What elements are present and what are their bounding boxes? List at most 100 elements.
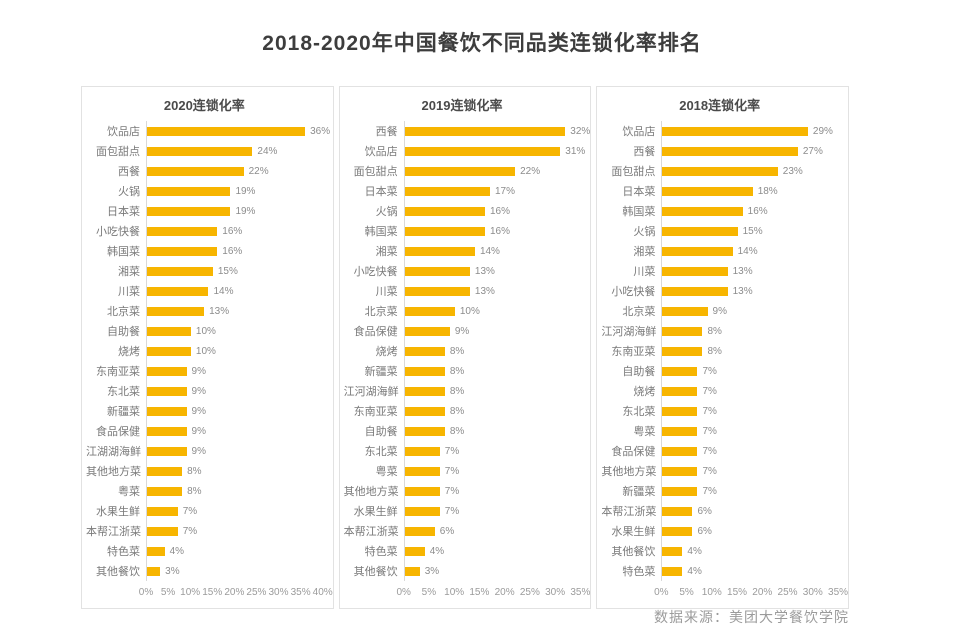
bar-track: 7% <box>146 521 323 541</box>
category-label: 特色菜 <box>622 566 656 578</box>
bar-row: 面包甜点 24% <box>86 141 323 161</box>
bar-track: 9% <box>146 361 323 381</box>
bar-track: 7% <box>403 481 581 501</box>
bar-track: 6% <box>403 521 581 541</box>
bar-track: 36% <box>146 121 330 141</box>
value-label: 8% <box>187 485 202 497</box>
bar <box>662 486 698 496</box>
bar-row: 日本菜 18% <box>601 181 838 201</box>
category-label: 湘菜 <box>118 266 140 278</box>
category-label: 烧烤 <box>118 346 140 358</box>
value-label: 10% <box>195 345 216 357</box>
bar-track: 14% <box>146 281 323 301</box>
bar-row: 东南亚菜 8% <box>601 341 838 361</box>
bar <box>662 326 703 336</box>
bar-row: 韩国菜 16% <box>601 201 838 221</box>
x-axis-tick: 15% <box>202 587 223 598</box>
bar-track: 19% <box>146 181 323 201</box>
x-axis-tick: 0% <box>654 587 669 598</box>
bar-track: 7% <box>661 481 838 501</box>
category-label: 水果生鲜 <box>611 526 656 538</box>
bar-track: 9% <box>146 381 323 401</box>
bar <box>662 426 698 436</box>
x-axis-tick: 0% <box>396 587 411 598</box>
bar-track: 10% <box>146 341 323 361</box>
bar <box>662 286 728 296</box>
bar-track: 4% <box>403 541 581 561</box>
bar-row: 其他地方菜 8% <box>86 461 323 481</box>
bar <box>147 546 165 556</box>
bar <box>147 446 187 456</box>
value-label: 16% <box>489 225 510 237</box>
bar-track: 13% <box>403 261 581 281</box>
value-label: 10% <box>195 325 216 337</box>
category-label: 江河湖海鲜 <box>343 386 399 398</box>
bar-track: 16% <box>146 221 323 241</box>
bar-track: 8% <box>403 401 581 421</box>
value-label: 19% <box>235 205 256 217</box>
category-label: 火锅 <box>375 206 398 218</box>
bar-row: 食品保健 7% <box>601 441 838 461</box>
category-label: 面包甜点 <box>353 166 398 178</box>
category-label: 湘菜 <box>633 246 656 258</box>
bar-row: 西餐 32% <box>344 121 590 141</box>
category-label: 特色菜 <box>364 546 398 558</box>
bar-track: 8% <box>661 321 838 341</box>
panel-title: 2018连锁化率 <box>679 98 761 113</box>
category-label: 川菜 <box>375 286 398 298</box>
x-axis-tick: 25% <box>246 587 267 598</box>
bar-row: 北京菜 9% <box>601 301 838 321</box>
bar <box>147 486 183 496</box>
bar-track: 31% <box>403 141 585 161</box>
bar <box>404 126 566 136</box>
bar <box>662 146 798 156</box>
bar-row: 火锅 19% <box>86 181 323 201</box>
category-label: 烧烤 <box>633 386 656 398</box>
bar-row: 其他餐饮 4% <box>601 541 838 561</box>
bar <box>404 286 470 296</box>
bar-row: 新疆菜 7% <box>601 481 838 501</box>
x-axis-tick: 15% <box>727 587 748 598</box>
bar <box>147 406 187 416</box>
bar <box>404 306 455 316</box>
value-label: 9% <box>454 325 470 337</box>
value-label: 10% <box>459 305 480 317</box>
bar <box>662 346 703 356</box>
bar-track: 4% <box>661 541 838 561</box>
category-label: 韩国菜 <box>622 206 656 218</box>
category-label: 水果生鲜 <box>96 506 140 518</box>
bar <box>662 466 698 476</box>
value-label: 9% <box>191 365 206 377</box>
category-label: 其他餐饮 <box>611 546 656 558</box>
x-axis-tick: 5% <box>160 587 176 598</box>
category-label: 东北菜 <box>622 406 656 418</box>
value-label: 9% <box>191 385 206 397</box>
value-label: 14% <box>737 245 758 257</box>
bar-row: 烧烤 8% <box>344 341 581 361</box>
value-label: 4% <box>429 545 445 557</box>
bar-row: 川菜 13% <box>344 281 581 301</box>
value-label: 18% <box>757 185 778 197</box>
category-label: 粤菜 <box>375 466 398 478</box>
bar-track: 10% <box>146 321 323 341</box>
bar-track: 6% <box>661 521 838 541</box>
value-label: 7% <box>182 505 198 517</box>
bar-track: 8% <box>403 381 581 401</box>
x-axis-spacer <box>86 582 146 604</box>
category-label: 本帮江浙菜 <box>601 506 657 518</box>
category-label: 粤菜 <box>633 426 656 438</box>
panel-title: 2019连锁化率 <box>421 98 503 113</box>
value-label: 4% <box>687 545 702 557</box>
bar-row: 其他餐饮 3% <box>344 561 581 581</box>
bar <box>404 186 490 196</box>
bar-track: 15% <box>146 261 323 281</box>
bar-track: 9% <box>146 421 323 441</box>
bar-row: 面包甜点 23% <box>601 161 838 181</box>
bar <box>404 266 470 276</box>
bar <box>662 546 683 556</box>
bar-rows: 西餐 32% 饮品店 31% 面包甜点 22% 日本菜 17% 火锅 16% 韩国菜 16% 湘菜 14%… <box>343 121 590 581</box>
category-label: 日本菜 <box>107 206 140 218</box>
category-label: 西餐 <box>633 146 656 158</box>
value-label: 14% <box>213 285 234 297</box>
value-label: 3% <box>424 565 440 577</box>
